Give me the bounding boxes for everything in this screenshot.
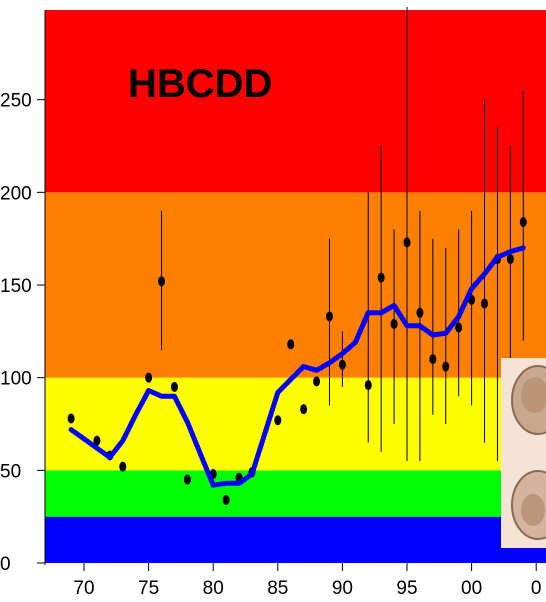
band (45, 377, 546, 471)
data-point (158, 276, 166, 287)
y-tick-label: 150 (0, 276, 32, 297)
x-tick-label: 00 (461, 578, 482, 599)
data-point (481, 298, 489, 309)
x-axis: 70 75 80 85 90 95 00 0 (73, 563, 541, 599)
data-point (119, 461, 127, 472)
data-point (455, 322, 463, 333)
band (45, 192, 546, 378)
data-point (325, 311, 333, 322)
data-point (170, 381, 178, 392)
band (45, 10, 546, 193)
data-points (67, 216, 527, 505)
data-point (390, 318, 398, 329)
data-point (183, 474, 191, 485)
y-axis (37, 10, 46, 565)
x-tick-label: 0 (531, 578, 542, 599)
data-point (429, 354, 437, 365)
data-point (338, 359, 346, 370)
data-point (364, 380, 372, 391)
data-point (442, 361, 450, 372)
x-tick-label: 90 (332, 578, 353, 599)
y-tick-label: 200 (0, 183, 32, 204)
error-bars (161, 7, 524, 462)
x-tick-label: 85 (267, 578, 288, 599)
data-point (300, 404, 308, 415)
data-point (145, 372, 153, 383)
data-point (287, 339, 295, 350)
data-point (222, 494, 230, 505)
data-point (274, 415, 282, 426)
background-bands (45, 10, 546, 563)
x-tick-label: 75 (138, 578, 159, 599)
y-tick-labels: 0 50 100 150 200 250 (0, 91, 32, 575)
x-tick-label: 80 (203, 578, 224, 599)
y-tick-label: 100 (0, 369, 32, 390)
y-tick-label: 0 (0, 554, 11, 575)
x-tick-label: 70 (73, 578, 94, 599)
y-tick-label: 250 (0, 91, 32, 112)
data-point (416, 307, 424, 318)
data-point (519, 216, 527, 227)
data-point (93, 435, 101, 446)
eggs-photo-icon (501, 358, 546, 548)
data-point (506, 254, 514, 265)
band (45, 470, 546, 517)
x-tick-label: 95 (396, 578, 417, 599)
chart-title: HBCDD (128, 62, 272, 106)
trend-line (68, 245, 526, 488)
band (45, 516, 546, 563)
data-point (313, 376, 321, 387)
y-tick-label: 50 (0, 461, 21, 482)
data-point (377, 272, 385, 283)
data-point (403, 237, 411, 248)
data-point (67, 413, 75, 424)
